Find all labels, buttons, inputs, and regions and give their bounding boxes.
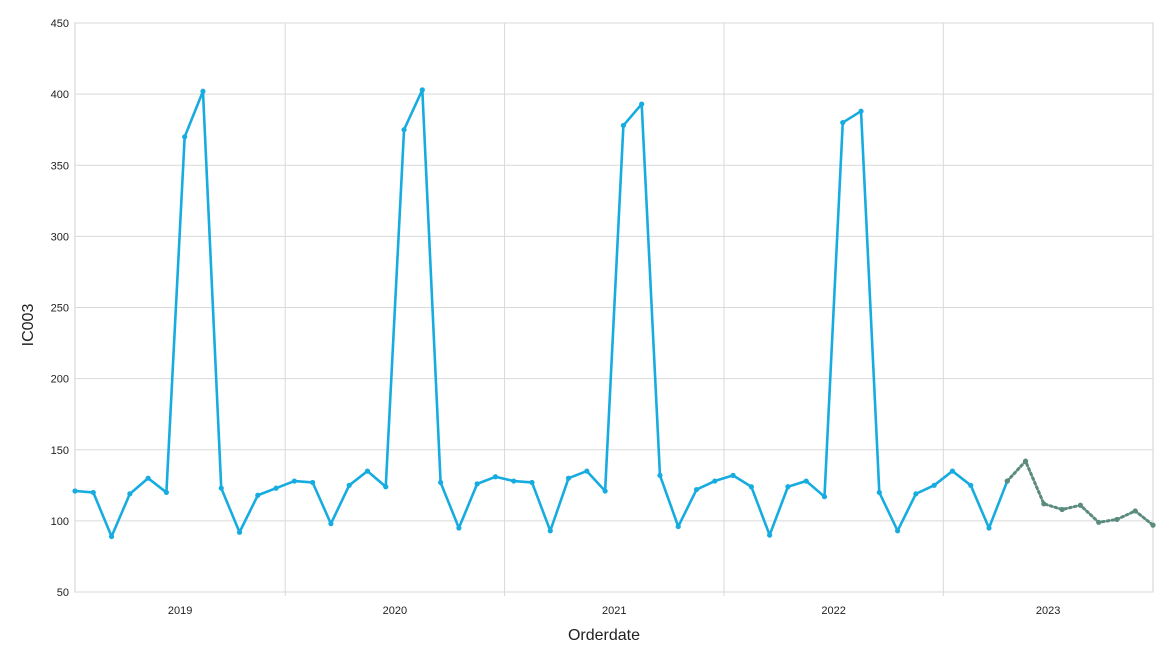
forecast-point bbox=[1150, 522, 1156, 528]
x-tick-label: 2020 bbox=[383, 605, 407, 617]
data-point bbox=[529, 479, 535, 486]
data-point bbox=[438, 479, 444, 486]
data-point bbox=[968, 482, 974, 488]
data-point bbox=[639, 101, 645, 107]
forecast-point bbox=[1096, 519, 1102, 525]
data-point bbox=[657, 472, 663, 478]
x-tick-label: 2022 bbox=[821, 605, 845, 617]
data-point bbox=[620, 122, 627, 129]
data-point bbox=[456, 525, 462, 531]
x-tick-label: 2021 bbox=[602, 605, 626, 617]
data-point bbox=[785, 484, 791, 490]
data-point bbox=[858, 108, 864, 114]
forecast-point bbox=[1041, 501, 1047, 507]
data-point bbox=[182, 134, 188, 140]
data-point bbox=[584, 468, 590, 474]
y-tick-label: 100 bbox=[51, 516, 69, 528]
y-tick-label: 50 bbox=[57, 587, 69, 599]
data-point bbox=[821, 494, 828, 500]
data-point bbox=[474, 481, 480, 487]
data-point bbox=[931, 482, 937, 488]
data-point bbox=[767, 532, 773, 538]
data-point bbox=[145, 475, 151, 481]
data-point bbox=[419, 87, 425, 93]
data-point bbox=[127, 491, 133, 497]
data-point bbox=[730, 472, 736, 478]
grid bbox=[74, 22, 1154, 596]
data-point bbox=[895, 528, 901, 534]
data-point bbox=[200, 88, 206, 94]
x-axis-title: Orderdate bbox=[568, 627, 640, 644]
data-point bbox=[383, 484, 389, 490]
data-point bbox=[310, 479, 316, 486]
data-point bbox=[840, 119, 846, 126]
data-point bbox=[364, 468, 371, 474]
data-point bbox=[913, 491, 919, 497]
data-point bbox=[72, 488, 78, 494]
forecast-point bbox=[1022, 458, 1029, 464]
forecast-point bbox=[1059, 506, 1065, 513]
data-point bbox=[949, 468, 956, 474]
data-point bbox=[748, 484, 754, 490]
data-point bbox=[255, 492, 261, 498]
y-tick-label: 300 bbox=[51, 231, 69, 243]
data-point bbox=[712, 478, 718, 484]
data-point bbox=[602, 488, 608, 494]
y-tick-label: 250 bbox=[51, 303, 69, 315]
data-point bbox=[547, 528, 553, 534]
y-axis-title: IC003 bbox=[20, 304, 37, 347]
data-point bbox=[511, 478, 517, 484]
y-tick-labels: 50 100 150 200 250 300 350 400 450 bbox=[51, 18, 69, 599]
series-forecast-line bbox=[1005, 458, 1155, 527]
data-point bbox=[803, 478, 809, 484]
data-point bbox=[273, 485, 279, 491]
data-point bbox=[876, 489, 882, 496]
x-tick-label: 2023 bbox=[1036, 605, 1060, 617]
data-point bbox=[108, 533, 115, 540]
data-point bbox=[492, 474, 499, 480]
series bbox=[72, 87, 1156, 540]
data-point bbox=[163, 489, 169, 496]
forecast-point bbox=[1004, 478, 1010, 484]
data-point bbox=[291, 478, 297, 484]
data-point bbox=[328, 521, 334, 527]
data-point bbox=[565, 475, 572, 481]
series-actual-line bbox=[74, 88, 1009, 538]
data-point bbox=[675, 523, 681, 530]
data-point bbox=[218, 485, 224, 491]
y-tick-label: 150 bbox=[51, 445, 69, 457]
forecast-point bbox=[1077, 502, 1083, 508]
forecast-point bbox=[1114, 516, 1120, 523]
data-point bbox=[401, 127, 407, 133]
forecast-point bbox=[1132, 508, 1138, 514]
y-tick-label: 400 bbox=[51, 89, 69, 101]
data-point bbox=[90, 489, 96, 496]
y-tick-label: 350 bbox=[51, 160, 69, 172]
y-tick-label: 200 bbox=[51, 374, 69, 386]
data-point bbox=[346, 482, 352, 488]
y-tick-label: 450 bbox=[51, 18, 69, 30]
x-tick-label: 2019 bbox=[168, 605, 192, 617]
data-point bbox=[236, 529, 243, 535]
x-tick-labels: 2019 2020 2021 2022 2023 bbox=[168, 605, 1061, 617]
data-point bbox=[986, 525, 992, 531]
data-point bbox=[693, 486, 700, 493]
